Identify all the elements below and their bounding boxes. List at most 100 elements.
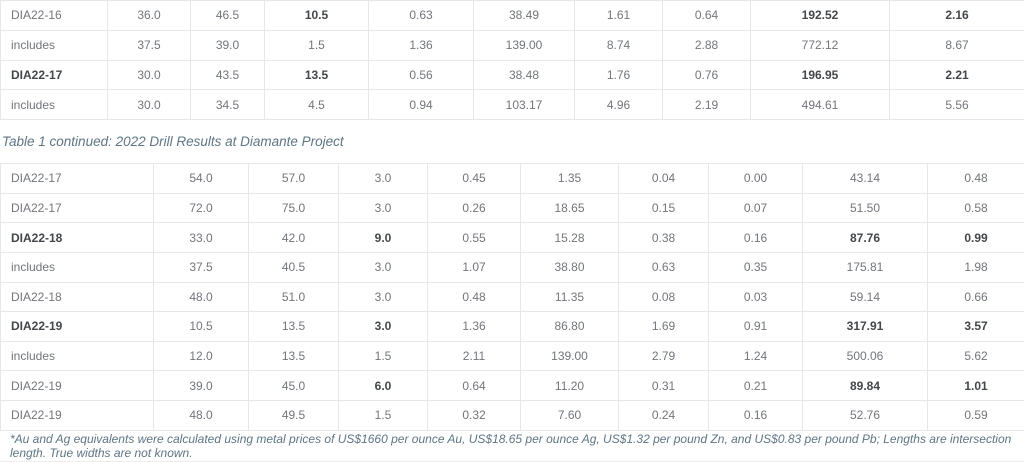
value-cell: 0.64 (663, 1, 751, 31)
value-cell: 57.0 (249, 164, 339, 194)
value-cell: 43.5 (191, 60, 265, 90)
value-cell: 175.81 (803, 252, 928, 282)
value-cell: 33.0 (154, 223, 249, 253)
value-cell: 0.91 (709, 312, 803, 342)
value-cell: 48.0 (154, 400, 249, 430)
value-cell: 1.36 (369, 30, 474, 60)
row-label-cell: DIA22-19 (1, 312, 154, 342)
value-cell: 2.79 (619, 341, 709, 371)
value-cell: 500.06 (803, 341, 928, 371)
value-cell: 3.57 (928, 312, 1024, 342)
row-label-cell: includes (1, 90, 108, 120)
value-cell: 103.17 (474, 90, 575, 120)
value-cell: 38.48 (474, 60, 575, 90)
value-cell: 15.28 (521, 223, 619, 253)
value-cell: 11.35 (521, 282, 619, 312)
value-cell: 72.0 (154, 193, 249, 223)
value-cell: 11.20 (521, 371, 619, 401)
value-cell: 8.67 (890, 30, 1024, 60)
value-cell: 139.00 (521, 341, 619, 371)
value-cell: 0.26 (428, 193, 521, 223)
value-cell: 317.91 (803, 312, 928, 342)
value-cell: 52.76 (803, 400, 928, 430)
value-cell: 0.99 (928, 223, 1024, 253)
value-cell: 45.0 (249, 371, 339, 401)
value-cell: 3.0 (339, 164, 428, 194)
row-label-cell: DIA22-17 (1, 60, 108, 90)
value-cell: 3.0 (339, 252, 428, 282)
value-cell: 51.50 (803, 193, 928, 223)
value-cell: 1.07 (428, 252, 521, 282)
value-cell: 36.0 (108, 1, 191, 31)
value-cell: 86.80 (521, 312, 619, 342)
value-cell: 12.0 (154, 341, 249, 371)
value-cell: 38.80 (521, 252, 619, 282)
value-cell: 0.66 (928, 282, 1024, 312)
value-cell: 3.0 (339, 312, 428, 342)
value-cell: 8.74 (575, 30, 663, 60)
row-label-cell: DIA22-19 (1, 400, 154, 430)
value-cell: 6.0 (339, 371, 428, 401)
value-cell: 37.5 (108, 30, 191, 60)
value-cell: 0.58 (928, 193, 1024, 223)
value-cell: 7.60 (521, 400, 619, 430)
value-cell: 37.5 (154, 252, 249, 282)
value-cell: 3.0 (339, 282, 428, 312)
value-cell: 10.5 (265, 1, 369, 31)
value-cell: 1.35 (521, 164, 619, 194)
value-cell: 0.48 (928, 164, 1024, 194)
value-cell: 0.45 (428, 164, 521, 194)
value-cell: 59.14 (803, 282, 928, 312)
value-cell: 1.24 (709, 341, 803, 371)
value-cell: 494.61 (751, 90, 890, 120)
value-cell: 75.0 (249, 193, 339, 223)
value-cell: 1.76 (575, 60, 663, 90)
value-cell: 0.38 (619, 223, 709, 253)
value-cell: 38.49 (474, 1, 575, 31)
value-cell: 46.5 (191, 1, 265, 31)
value-cell: 9.0 (339, 223, 428, 253)
value-cell: 4.96 (575, 90, 663, 120)
value-cell: 1.5 (265, 30, 369, 60)
row-label-cell: DIA22-19 (1, 371, 154, 401)
table-footnote: *Au and Ag equivalents were calculated u… (0, 431, 1024, 462)
row-label-cell: DIA22-18 (1, 282, 154, 312)
value-cell: 34.5 (191, 90, 265, 120)
value-cell: 0.15 (619, 193, 709, 223)
row-label-cell: includes (1, 252, 154, 282)
value-cell: 13.5 (249, 312, 339, 342)
table-caption: Table 1 continued: 2022 Drill Results at… (0, 120, 1024, 163)
value-cell: 139.00 (474, 30, 575, 60)
value-cell: 54.0 (154, 164, 249, 194)
value-cell: 39.0 (191, 30, 265, 60)
value-cell: 0.21 (709, 371, 803, 401)
value-cell: 0.03 (709, 282, 803, 312)
value-cell: 42.0 (249, 223, 339, 253)
table-caption-text: Table 1 continued: 2022 Drill Results at… (2, 134, 344, 149)
value-cell: 192.52 (751, 1, 890, 31)
row-label-cell: DIA22-18 (1, 223, 154, 253)
row-label-cell: includes (1, 341, 154, 371)
value-cell: 1.61 (575, 1, 663, 31)
value-cell: 0.08 (619, 282, 709, 312)
row-label-cell: includes (1, 30, 108, 60)
row-label-cell: DIA22-17 (1, 164, 154, 194)
value-cell: 0.16 (709, 223, 803, 253)
value-cell: 0.48 (428, 282, 521, 312)
value-cell: 2.88 (663, 30, 751, 60)
value-cell: 87.76 (803, 223, 928, 253)
value-cell: 10.5 (154, 312, 249, 342)
